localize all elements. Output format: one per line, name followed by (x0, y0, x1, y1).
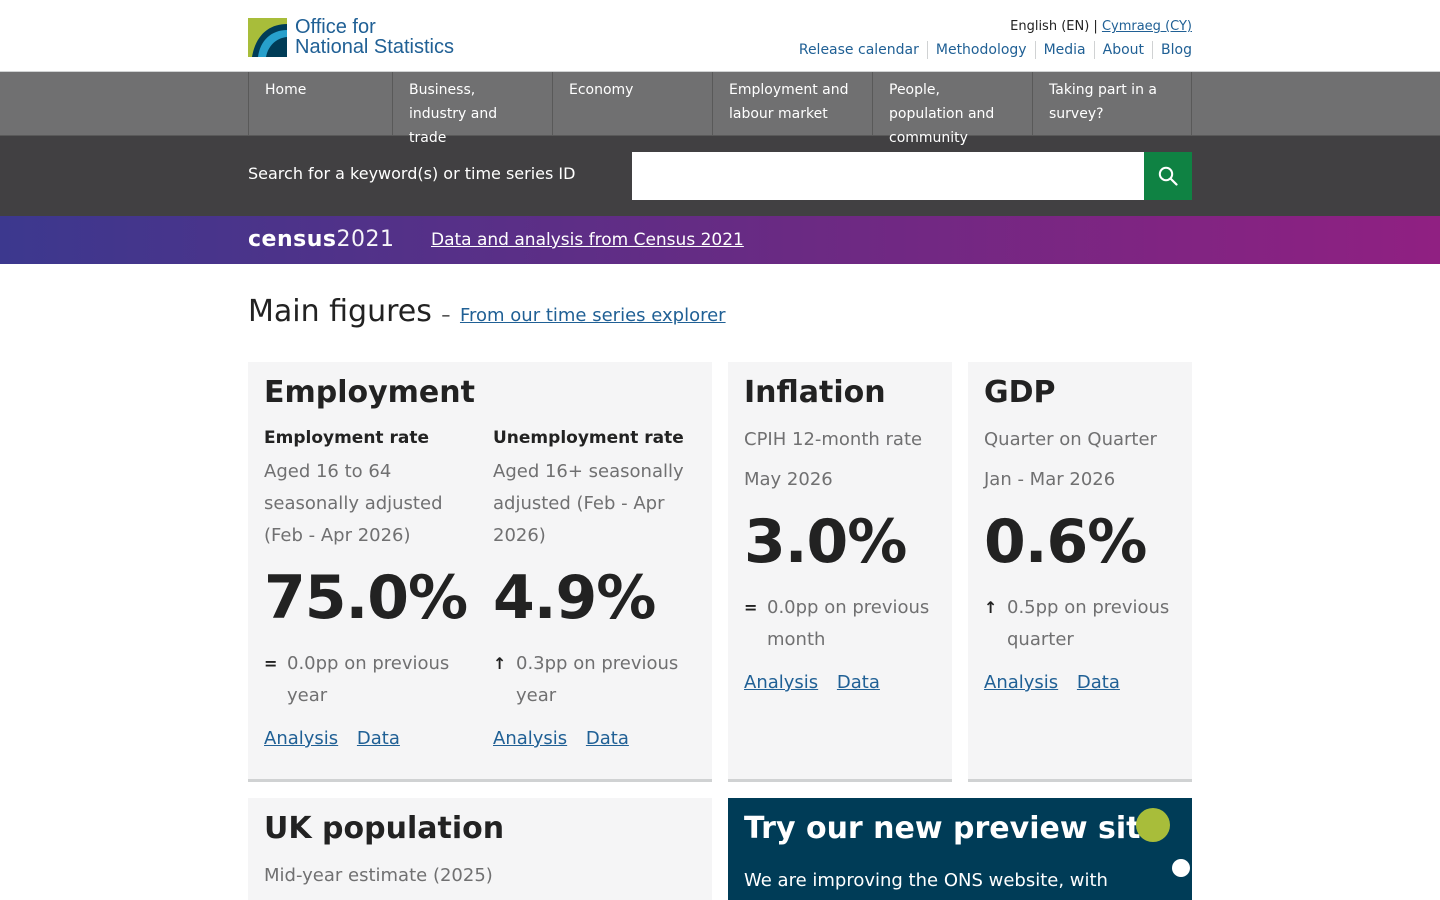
methodology-link[interactable]: Methodology (926, 41, 1035, 59)
census-banner: census2021 Data and analysis from Census… (0, 216, 1440, 264)
employment-rate-links: Analysis Data (264, 728, 474, 749)
inflation-period: May 2026 (744, 469, 833, 490)
nav-item-employment[interactable]: Employment and labour market (713, 72, 873, 135)
main-content: Main figures – From our time series expl… (248, 264, 1192, 900)
inflation-links: Analysis Data (744, 672, 936, 693)
no-change-icon: = (264, 654, 278, 673)
uk-population-title: UK population (264, 811, 505, 846)
inflation-change-text: 0.0pp on previous month (767, 597, 930, 650)
time-series-explorer-link[interactable]: From our time series explorer (459, 305, 726, 326)
search-button[interactable] (1144, 152, 1192, 200)
search-label: Search for a keyword(s) or time series I… (248, 164, 576, 183)
unemployment-rate-desc: Aged 16+ seasonally adjusted (Feb - Apr … (493, 461, 684, 546)
gdp-value: 0.6% (984, 507, 1147, 577)
uk-population-card: UK population Mid-year estimate (2025) (248, 798, 712, 900)
inflation-title: Inflation (744, 375, 886, 410)
uk-population-measure: Mid-year estimate (2025) (264, 865, 493, 886)
unemployment-rate-change-text: 0.3pp on previous year (516, 653, 679, 706)
preview-site-text: We are improving the ONS website, with (744, 870, 1108, 891)
ons-logo-icon (248, 17, 287, 57)
ons-logo[interactable]: Office for National Statistics (248, 17, 454, 57)
language-welsh-link[interactable]: Cymraeg (CY) (1101, 19, 1192, 34)
gdp-measure: Quarter on Quarter (984, 429, 1157, 450)
language-current: English (EN) | (1010, 19, 1098, 34)
media-link[interactable]: Media (1034, 41, 1094, 59)
nav-item-business[interactable]: Business, industry and trade (393, 72, 553, 146)
arrow-up-icon: ↑ (493, 654, 507, 673)
gdp-change-text: 0.5pp on previous quarter (1007, 597, 1170, 650)
census-logo-word: census (248, 227, 337, 252)
arrow-up-icon: ↑ (984, 598, 998, 617)
inflation-analysis-link[interactable]: Analysis (744, 672, 819, 693)
inflation-change: = 0.0pp on previous month (744, 592, 936, 656)
logo-text: Office for National Statistics (295, 17, 454, 57)
gdp-period: Jan - Mar 2026 (984, 469, 1116, 490)
primary-nav: Home Business, industry and trade Econom… (0, 72, 1440, 146)
site-header: Office for National Statistics English (… (0, 0, 1440, 72)
nav-item-economy[interactable]: Economy (553, 72, 713, 135)
decorative-dot-small (1172, 859, 1190, 877)
utility-links: Release calendar Methodology Media About… (799, 41, 1192, 59)
logo-line-2: National Statistics (295, 36, 454, 58)
about-link[interactable]: About (1093, 41, 1152, 59)
employment-rate-change: = 0.0pp on previous year (264, 648, 474, 712)
gdp-analysis-link[interactable]: Analysis (984, 672, 1059, 693)
search-input[interactable] (632, 152, 1144, 200)
employment-rate-analysis-link[interactable]: Analysis (264, 728, 339, 749)
nav-item-survey[interactable]: Taking part in a survey? (1033, 72, 1192, 135)
decorative-dot-large (1136, 808, 1170, 842)
unemployment-rate-column: Unemployment rate Aged 16+ seasonally ad… (493, 428, 693, 749)
unemployment-rate-analysis-link[interactable]: Analysis (493, 728, 568, 749)
unemployment-rate-data-link[interactable]: Data (585, 728, 629, 749)
employment-rate-desc: Aged 16 to 64 seasonally adjusted (Feb -… (264, 461, 443, 546)
logo-line-1: Office for (295, 16, 376, 38)
inflation-data-link[interactable]: Data (836, 672, 880, 693)
release-calendar-link[interactable]: Release calendar (798, 42, 919, 58)
census-data-link[interactable]: Data and analysis from Census 2021 (431, 230, 744, 250)
search-icon (1158, 166, 1178, 186)
employment-title: Employment (264, 375, 475, 410)
inflation-measure: CPIH 12-month rate (744, 429, 923, 450)
employment-rate-heading: Employment rate (264, 428, 429, 448)
page-title: Main figures (248, 294, 432, 329)
search-bar: Search for a keyword(s) or time series I… (0, 136, 1440, 216)
no-change-icon: = (744, 598, 758, 617)
gdp-data-link[interactable]: Data (1076, 672, 1120, 693)
blog-link[interactable]: Blog (1152, 41, 1192, 59)
employment-rate-value: 75.0% (264, 563, 468, 633)
employment-rate-column: Employment rate Aged 16 to 64 seasonally… (264, 428, 474, 749)
nav-item-people[interactable]: People, population and community (873, 72, 1033, 146)
unemployment-rate-heading: Unemployment rate (493, 428, 684, 448)
preview-site-card[interactable]: Try our new preview site We are improvin… (728, 798, 1192, 900)
unemployment-rate-links: Analysis Data (493, 728, 693, 749)
main-figures-heading: Main figures – From our time series expl… (248, 294, 726, 329)
employment-card: Employment Employment rate Aged 16 to 64… (248, 362, 712, 782)
language-switcher: English (EN) | Cymraeg (CY) (1010, 19, 1192, 34)
gdp-change: ↑ 0.5pp on previous quarter (984, 592, 1176, 656)
unemployment-rate-value: 4.9% (493, 563, 656, 633)
unemployment-rate-change: ↑ 0.3pp on previous year (493, 648, 693, 712)
inflation-card: Inflation CPIH 12-month rate May 2026 3.… (728, 362, 952, 782)
inflation-value: 3.0% (744, 507, 907, 577)
title-dash: – (441, 305, 451, 326)
census-logo-year: 2021 (336, 227, 395, 252)
gdp-links: Analysis Data (984, 672, 1176, 693)
nav-item-home[interactable]: Home (249, 72, 393, 135)
gdp-title: GDP (984, 375, 1056, 410)
gdp-card: GDP Quarter on Quarter Jan - Mar 2026 0.… (968, 362, 1192, 782)
employment-rate-data-link[interactable]: Data (356, 728, 400, 749)
preview-site-title: Try our new preview site (744, 811, 1161, 846)
census-logo: census2021 (248, 227, 394, 252)
employment-rate-change-text: 0.0pp on previous year (287, 653, 450, 706)
